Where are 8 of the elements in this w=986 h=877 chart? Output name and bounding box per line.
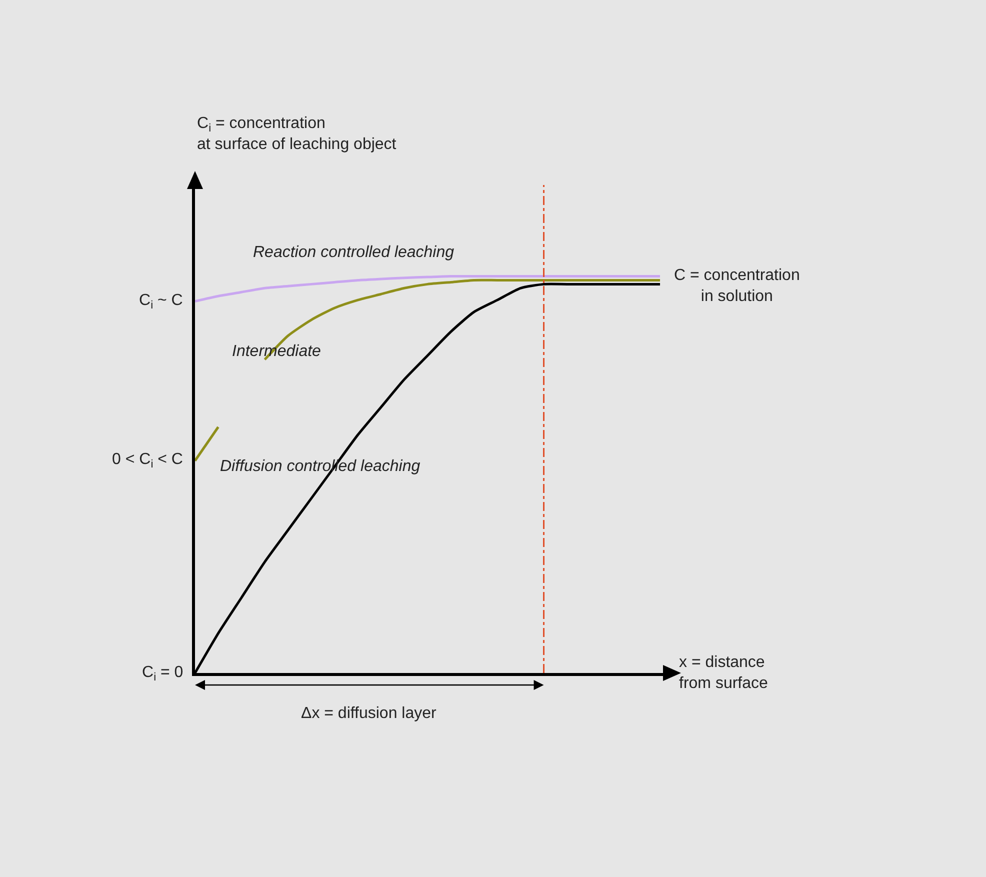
x-axis-title: x = distance from surface [679, 654, 768, 692]
series-label: Reaction controlled leaching [253, 244, 454, 261]
text: C$_{i}$ ~ C [139, 292, 183, 312]
text: C = concentration in solution [674, 267, 800, 305]
text: C$_{i}$ = concentration at surface of leaching object [197, 115, 397, 153]
text: Δx = diffusion layer [301, 705, 438, 722]
text: 0 < C$_{i}$ < C [112, 451, 183, 470]
text: C$_{i}$ = 0 [142, 664, 184, 684]
